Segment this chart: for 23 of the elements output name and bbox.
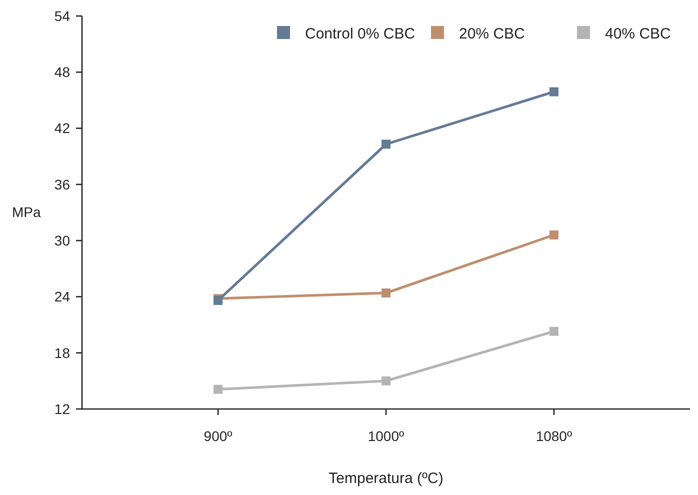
legend-label: Control 0% CBC (305, 25, 416, 42)
legend-label: 20% CBC (459, 25, 526, 42)
x-tick-label: 1000º (368, 428, 404, 444)
y-tick-label: 12 (54, 400, 70, 417)
point (549, 230, 558, 240)
y-tick-label: 36 (54, 176, 70, 192)
y-tick-label: 24 (54, 288, 70, 305)
x-tick-label: 900º (204, 428, 232, 444)
y-axis-title: MPa (12, 204, 41, 220)
x-tick-label: 1080º (536, 428, 572, 444)
y-tick-label: 42 (54, 120, 70, 136)
point (382, 140, 390, 149)
x-axis-title: Temperatura (ºC) (328, 470, 444, 487)
point (382, 376, 390, 386)
point (549, 326, 558, 336)
legend-label: 40% CBC (605, 25, 672, 42)
y-tick-label: 30 (54, 232, 70, 248)
point (214, 384, 223, 394)
y-tick-label: 54 (54, 8, 70, 24)
point (549, 87, 558, 96)
y-tick-label: 18 (54, 344, 70, 361)
y-tick-label: 48 (54, 64, 70, 80)
point (382, 288, 390, 298)
